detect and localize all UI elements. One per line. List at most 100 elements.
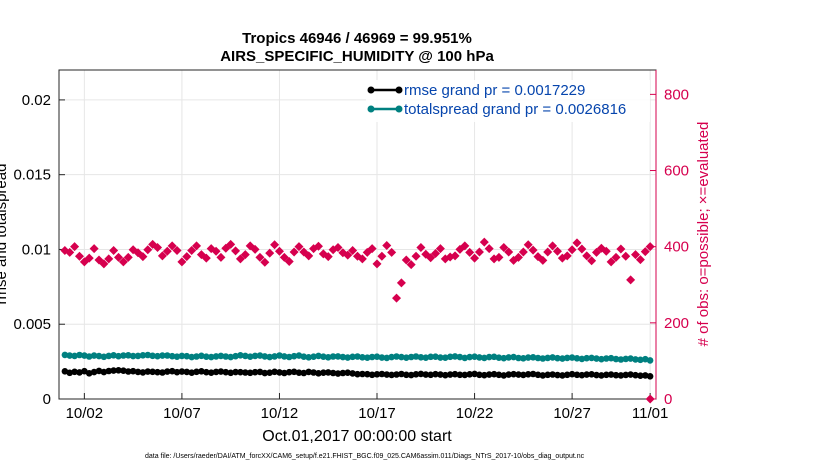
data-point [388, 353, 395, 361]
data-point [212, 368, 220, 376]
obs-evaluated-marker [518, 247, 528, 257]
obs-evaluated-marker [567, 245, 577, 255]
data-point [242, 352, 249, 360]
obs-evaluated-marker [84, 253, 94, 263]
data-point [534, 371, 542, 379]
data-point [432, 370, 439, 378]
data-point [607, 354, 615, 362]
data-point [500, 372, 508, 379]
data-point [222, 368, 230, 376]
data-point [403, 371, 410, 379]
data-point [417, 370, 425, 378]
y-left-tick-label: 0.01 [22, 241, 51, 258]
data-point [207, 353, 215, 361]
obs-evaluated-marker [138, 252, 148, 262]
data-point [466, 371, 474, 378]
data-point [437, 354, 444, 361]
x-tick-label: 10/07 [163, 405, 201, 422]
obs-evaluated-marker [201, 253, 211, 263]
obs-evaluated-marker [274, 246, 284, 256]
obs-evaluated-marker [606, 257, 616, 267]
obs-evaluated-marker [621, 251, 631, 261]
data-point [354, 353, 361, 360]
data-point [456, 371, 464, 379]
data-point [568, 354, 576, 361]
data-point [271, 353, 278, 360]
data-point [193, 368, 200, 376]
data-point [529, 354, 537, 361]
data-point [388, 371, 395, 379]
data-point [339, 353, 347, 361]
obs-evaluated-marker [538, 255, 548, 265]
data-point [544, 371, 551, 379]
data-point [632, 371, 639, 379]
data-point [500, 354, 508, 362]
data-point [246, 353, 254, 361]
obs-evaluated-marker [313, 241, 323, 251]
data-point [412, 353, 420, 360]
data-point [100, 353, 108, 361]
data-point [168, 352, 176, 360]
data-point [227, 353, 234, 361]
data-point [368, 353, 376, 361]
obs-evaluated-marker [231, 246, 241, 256]
obs-evaluated-marker [577, 244, 587, 254]
data-point [193, 353, 200, 360]
data-point [398, 370, 405, 378]
obs-evaluated-marker [465, 247, 475, 257]
legend-spread-marker [367, 105, 375, 113]
data-point [398, 353, 405, 361]
legend-box [366, 80, 650, 122]
data-point [524, 354, 532, 361]
data-point [359, 354, 366, 361]
y-right-tick-label: 600 [664, 163, 689, 180]
y-axis-right-label: # of obs: o=possible; ×=evaluated [695, 122, 712, 347]
obs-evaluated-marker [587, 256, 597, 266]
data-point [90, 352, 98, 359]
obs-evaluated-marker [343, 250, 353, 260]
data-point [393, 371, 400, 378]
obs-evaluated-marker [392, 293, 402, 303]
y-axis-left-label: rmse and totalspread [0, 164, 10, 305]
data-point [290, 352, 298, 360]
data-point [476, 371, 483, 379]
obs-evaluated-marker [484, 244, 494, 254]
data-point [178, 352, 186, 360]
data-point [164, 352, 171, 359]
data-point [588, 354, 595, 362]
x-tick-label: 10/12 [261, 405, 299, 422]
data-point [573, 371, 581, 379]
data-point [276, 369, 283, 376]
x-axis: 10/02 10/07 10/12 10/17 10/22 10/27 11/01 [66, 393, 668, 422]
data-point [451, 370, 459, 378]
data-point [237, 352, 244, 359]
obs-evaluated-marker [323, 252, 333, 262]
data-point [632, 356, 639, 363]
data-point [598, 372, 605, 379]
data-point [129, 352, 137, 360]
x-tick-label: 10/22 [456, 405, 494, 422]
obs-evaluated-marker [474, 247, 484, 257]
obs-evaluated-marker [182, 252, 192, 262]
obs-evaluated-marker [626, 275, 636, 285]
y-right-tick-label: 800 [664, 86, 689, 103]
data-point [563, 371, 571, 379]
data-point [183, 352, 191, 360]
data-point [417, 354, 425, 361]
data-point [66, 369, 73, 377]
data-point [271, 368, 278, 376]
data-point [364, 370, 371, 378]
obs-evaluated-marker [523, 240, 533, 250]
obs-evaluated-marker [289, 247, 299, 257]
data-point [627, 355, 634, 362]
data-point [188, 353, 195, 361]
obs-evaluated-marker [640, 247, 650, 257]
x-axis-label: Oct.01,2017 00:00:00 start [262, 428, 452, 445]
data-file-footnote: data file: /Users/raeder/DAI/ATM_forcXX/… [145, 453, 585, 460]
data-point [134, 352, 142, 360]
obs-evaluated-marker [235, 254, 245, 264]
obs-evaluated-marker [226, 239, 236, 249]
data-point [490, 370, 498, 378]
legend-spread-label: totalspread grand pr = 0.0026816 [404, 101, 626, 118]
data-point [237, 368, 244, 376]
